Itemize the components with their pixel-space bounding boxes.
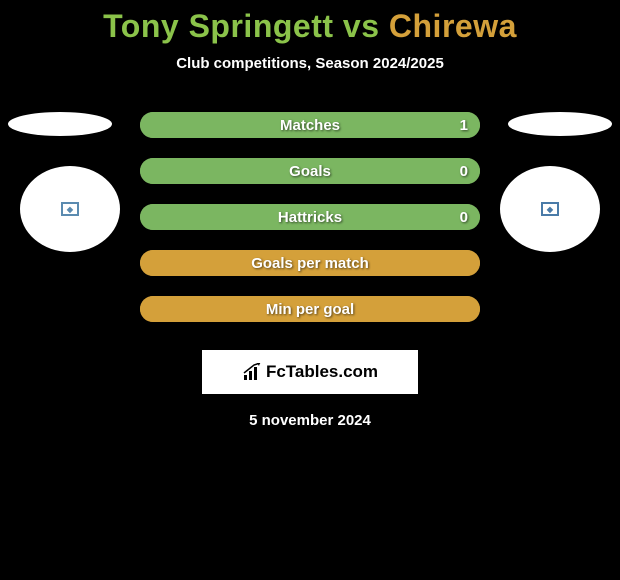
- logo-box: FcTables.com: [202, 350, 418, 394]
- stat-bar-label: Goals per match: [140, 255, 480, 272]
- player2-badge-icon: ◆: [541, 202, 559, 216]
- player1-badge: ◆: [20, 166, 120, 252]
- stat-bar: Hattricks0: [140, 204, 480, 230]
- player1-name: Tony Springett: [103, 8, 333, 44]
- stat-bars: Matches1Goals0Hattricks0Goals per matchM…: [140, 112, 480, 342]
- stat-bar: Min per goal: [140, 296, 480, 322]
- vs-separator: vs: [334, 8, 389, 44]
- stat-bar: Matches1: [140, 112, 480, 138]
- logo-chart-icon: [242, 363, 264, 381]
- logo-text: FcTables.com: [266, 362, 378, 382]
- stat-bar: Goals per match: [140, 250, 480, 276]
- stat-bar-value: 0: [460, 163, 468, 180]
- player1-badge-icon: ◆: [61, 202, 79, 216]
- date-label: 5 november 2024: [0, 412, 620, 429]
- stat-bar-label: Matches: [140, 117, 480, 134]
- stat-bar-label: Min per goal: [140, 301, 480, 318]
- stat-bar: Goals0: [140, 158, 480, 184]
- decor-ellipse-left: [8, 112, 112, 136]
- logo: FcTables.com: [242, 362, 378, 382]
- stat-bar-label: Goals: [140, 163, 480, 180]
- decor-ellipse-right: [508, 112, 612, 136]
- stats-area: ◆ ◆ Matches1Goals0Hattricks0Goals per ma…: [0, 112, 620, 332]
- stat-bar-label: Hattricks: [140, 209, 480, 226]
- stat-bar-value: 0: [460, 209, 468, 226]
- player2-badge: ◆: [500, 166, 600, 252]
- subtitle: Club competitions, Season 2024/2025: [0, 55, 620, 72]
- page-title: Tony Springett vs Chirewa: [0, 0, 620, 45]
- player2-name: Chirewa: [389, 8, 517, 44]
- stat-bar-value: 1: [460, 117, 468, 134]
